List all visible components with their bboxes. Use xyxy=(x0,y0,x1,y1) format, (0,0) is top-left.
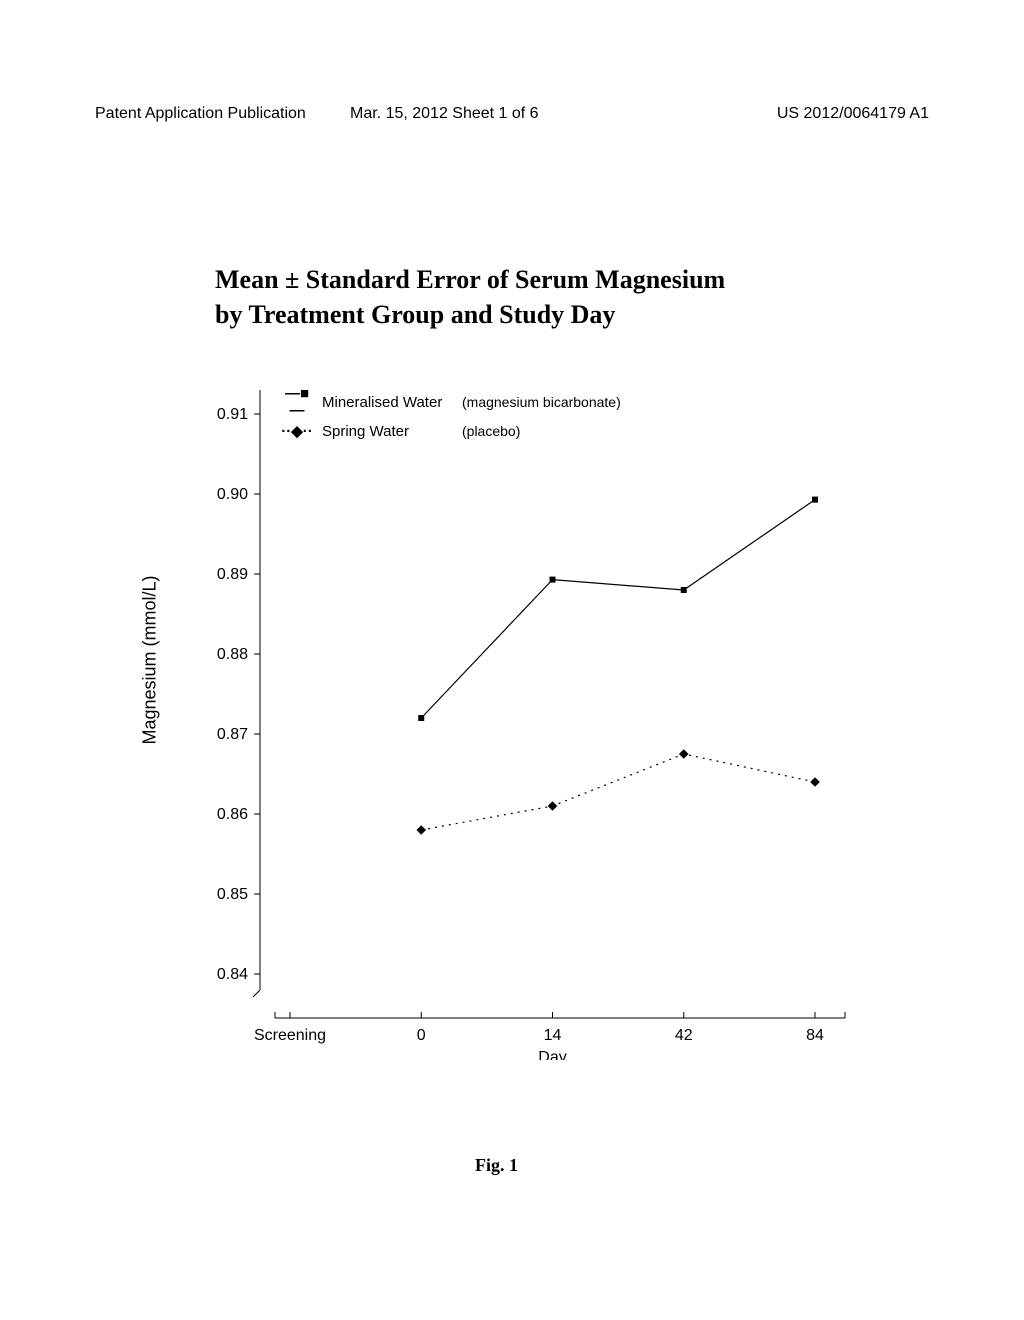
page: Patent Application Publication Mar. 15, … xyxy=(0,0,1024,1320)
svg-text:0.84: 0.84 xyxy=(217,966,248,983)
svg-text:84: 84 xyxy=(806,1027,824,1044)
chart-title-line2: by Treatment Group and Study Day xyxy=(215,300,615,330)
y-axis-label: Magnesium (mmol/L) xyxy=(140,575,161,744)
svg-text:0: 0 xyxy=(417,1027,426,1044)
svg-text:0.91: 0.91 xyxy=(217,406,248,423)
header-right: US 2012/0064179 A1 xyxy=(777,105,929,123)
svg-text:0.85: 0.85 xyxy=(217,886,248,903)
svg-text:0.87: 0.87 xyxy=(217,726,248,743)
svg-text:Screening: Screening xyxy=(254,1027,326,1044)
header-center: Mar. 15, 2012 Sheet 1 of 6 xyxy=(350,105,539,123)
chart-title-line1: Mean ± Standard Error of Serum Magnesium xyxy=(215,265,725,295)
svg-text:0.90: 0.90 xyxy=(217,486,248,503)
svg-text:42: 42 xyxy=(675,1027,693,1044)
svg-text:0.86: 0.86 xyxy=(217,806,248,823)
svg-text:Day: Day xyxy=(538,1049,566,1060)
figure-caption: Fig. 1 xyxy=(475,1155,518,1176)
chart-plot-area: 0.84 0.85 0.86 0.87 0.88 0.89 0.90 0.91 Screenin… xyxy=(165,380,865,1060)
svg-text:0.89: 0.89 xyxy=(217,566,248,583)
svg-text:14: 14 xyxy=(544,1027,562,1044)
svg-text:0.88: 0.88 xyxy=(217,646,248,663)
header-left: Patent Application Publication xyxy=(95,105,306,123)
